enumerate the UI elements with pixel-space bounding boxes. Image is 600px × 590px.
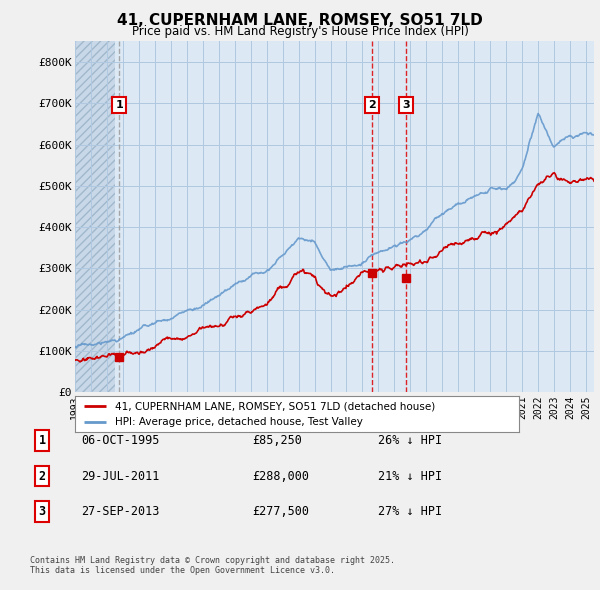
- Text: 2: 2: [368, 100, 376, 110]
- Text: Price paid vs. HM Land Registry's House Price Index (HPI): Price paid vs. HM Land Registry's House …: [131, 25, 469, 38]
- Text: 41, CUPERNHAM LANE, ROMSEY, SO51 7LD: 41, CUPERNHAM LANE, ROMSEY, SO51 7LD: [117, 13, 483, 28]
- Bar: [75, 41, 115, 392]
- Text: 3: 3: [38, 505, 46, 518]
- Text: £277,500: £277,500: [252, 505, 309, 518]
- Text: 06-OCT-1995: 06-OCT-1995: [81, 434, 160, 447]
- Text: 27% ↓ HPI: 27% ↓ HPI: [378, 505, 442, 518]
- Text: Contains HM Land Registry data © Crown copyright and database right 2025.
This d: Contains HM Land Registry data © Crown c…: [30, 556, 395, 575]
- Text: £85,250: £85,250: [252, 434, 302, 447]
- Text: 21% ↓ HPI: 21% ↓ HPI: [378, 470, 442, 483]
- Text: 27-SEP-2013: 27-SEP-2013: [81, 505, 160, 518]
- Text: HPI: Average price, detached house, Test Valley: HPI: Average price, detached house, Test…: [115, 417, 363, 427]
- Text: 2: 2: [38, 470, 46, 483]
- Text: £288,000: £288,000: [252, 470, 309, 483]
- Text: 29-JUL-2011: 29-JUL-2011: [81, 470, 160, 483]
- Text: 41, CUPERNHAM LANE, ROMSEY, SO51 7LD (detached house): 41, CUPERNHAM LANE, ROMSEY, SO51 7LD (de…: [115, 401, 435, 411]
- Text: 26% ↓ HPI: 26% ↓ HPI: [378, 434, 442, 447]
- Text: 1: 1: [115, 100, 123, 110]
- Text: 1: 1: [38, 434, 46, 447]
- Text: 3: 3: [403, 100, 410, 110]
